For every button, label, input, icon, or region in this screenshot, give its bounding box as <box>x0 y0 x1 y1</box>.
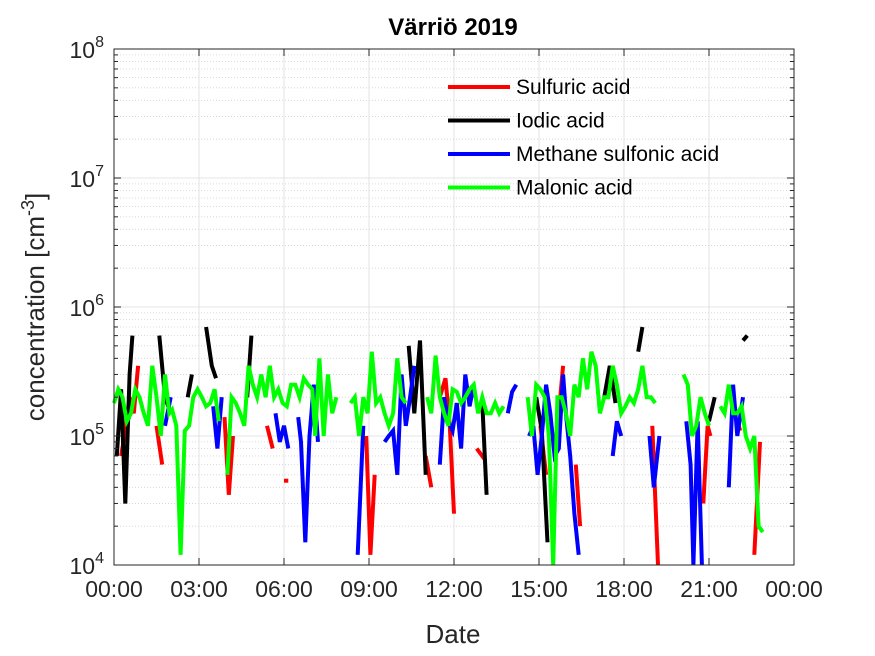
series-line-segment <box>718 384 765 534</box>
series-line-segment <box>681 373 711 437</box>
series-line-segment <box>114 335 135 504</box>
series-line-segment <box>273 413 291 449</box>
y-axis-label-main: concentration [cm <box>20 216 50 421</box>
y-axis-label: concentration [cm-3] <box>18 193 50 421</box>
y-tick-label: 104 <box>70 550 105 579</box>
y-tick-label: 107 <box>70 163 105 192</box>
series-line-segment <box>355 425 366 555</box>
y-tick-label: 108 <box>70 34 105 63</box>
series-line-segment <box>382 365 417 475</box>
series-malonic-acid <box>112 351 765 566</box>
series-line-segment <box>610 420 624 457</box>
legend: Sulfuric acid Iodic acid Methane sulfonic … <box>448 76 719 200</box>
y-tick-label: 105 <box>70 421 105 450</box>
svg-text:concentration [cm-3]: concentration [cm-3] <box>18 193 50 421</box>
axis-ticks <box>113 48 795 566</box>
series-line-segment <box>112 365 221 555</box>
legend-label: Iodic acid <box>516 110 605 133</box>
x-tick-label: 00:00 <box>85 576 143 602</box>
x-tick-label: 18:00 <box>595 576 653 602</box>
x-tick-label: 21:00 <box>680 576 738 602</box>
series-line-segment <box>425 355 506 427</box>
x-tick-label: 03:00 <box>170 576 228 602</box>
series-line-segment <box>741 334 749 342</box>
x-tick-label: 06:00 <box>255 576 313 602</box>
series-line-segment <box>265 425 275 449</box>
y-axis-label-close: ] <box>20 193 50 200</box>
x-tick-label: 00:00 <box>765 576 823 602</box>
series-line-segment <box>348 351 408 437</box>
legend-label: Malonic acid <box>516 177 633 200</box>
y-axis-label-exponent: -3 <box>18 200 38 216</box>
series-line-segment <box>525 351 657 566</box>
series-line-segment <box>636 326 645 353</box>
series-line-segment <box>505 383 519 414</box>
series-line-segment <box>647 435 662 488</box>
legend-label: Methane sulfonic acid <box>516 143 719 166</box>
series-line-segment <box>726 384 745 488</box>
series-line-segment <box>650 425 660 566</box>
series-lines <box>112 326 765 566</box>
x-tick-labels: 00:00 03:00 06:00 09:00 12:00 15:00 18:00 21:00… <box>85 576 823 602</box>
y-tick-labels: 104 105 106 107 108 <box>70 34 105 579</box>
series-line-segment <box>364 435 377 555</box>
series-line-segment <box>437 377 456 514</box>
series-line-segment <box>204 326 218 379</box>
series-line-segment <box>222 416 235 495</box>
series-line-segment <box>211 397 224 449</box>
series-line-segment <box>185 374 194 398</box>
chart-title: Värriö 2019 <box>388 14 517 41</box>
series-line-segment <box>154 425 165 465</box>
legend-label: Sulfuric acid <box>516 76 630 99</box>
series-line-segment <box>602 365 618 404</box>
series-line-segment <box>480 403 489 495</box>
series-line-segment <box>225 358 339 475</box>
x-axis-label: Date <box>426 619 481 649</box>
x-tick-label: 09:00 <box>340 576 398 602</box>
series-line-segment <box>707 396 717 422</box>
x-tick-label: 15:00 <box>510 576 568 602</box>
x-tick-label: 12:00 <box>425 576 483 602</box>
y-tick-label: 106 <box>70 292 105 321</box>
series-line-segment <box>573 464 583 527</box>
